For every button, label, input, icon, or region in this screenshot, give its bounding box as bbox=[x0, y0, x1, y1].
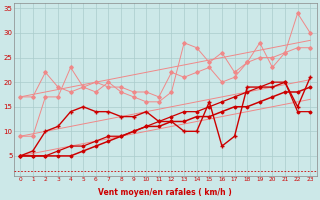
X-axis label: Vent moyen/en rafales ( km/h ): Vent moyen/en rafales ( km/h ) bbox=[98, 188, 232, 197]
